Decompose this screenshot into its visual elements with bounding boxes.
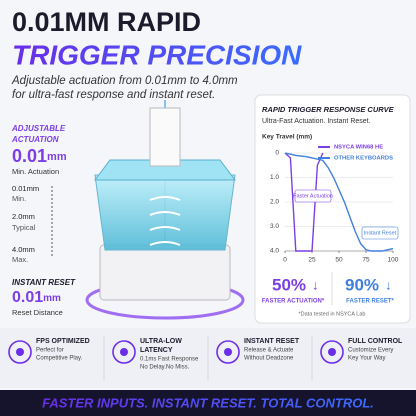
chart-title: RAPID TRIGGER RESPONSE CURVE xyxy=(262,105,395,114)
feature-title: ULTRA-LOW xyxy=(140,338,182,345)
caption: Reset Distance xyxy=(12,308,63,317)
switch-illustration xyxy=(85,100,245,320)
arrow: ↓ xyxy=(312,277,319,292)
y-tick-label: 3.0 xyxy=(270,223,279,230)
annotation-box xyxy=(294,189,332,203)
title-line1: 0.01MM RAPID xyxy=(12,7,201,37)
label: ACTUATION xyxy=(11,135,59,144)
x-tick-label: 75 xyxy=(362,257,370,264)
annotation: Instant Reset xyxy=(364,230,397,236)
subtitle: Adjustable actuation from 0.01mm to 4.0m… xyxy=(11,75,238,87)
stat-value: 50% xyxy=(272,275,306,294)
x-tick-label: 0 xyxy=(283,257,287,264)
feature-icon-dot xyxy=(120,348,128,356)
x-tick-label: 25 xyxy=(308,257,316,264)
feature-title: FULL CONTROL xyxy=(348,338,403,345)
y-tick-label: 4.0 xyxy=(270,248,279,255)
feature: ULTRA-LOW LATENCY 0.1ms Fast Response No De… xyxy=(112,338,199,371)
chart-panel xyxy=(254,94,411,324)
series-line xyxy=(284,152,394,252)
chart-subtitle: Ultra-Fast Actuation. Instant Reset. xyxy=(262,118,371,125)
label: ADJUSTABLE xyxy=(11,124,66,133)
feature: FPS OPTIMIZED Perfect for Competitive Play… xyxy=(8,338,90,364)
y-tick-label: 0 xyxy=(275,150,279,157)
feature-icon-dot xyxy=(16,348,24,356)
annotation-box xyxy=(361,226,399,240)
y-axis-label: Key Travel (mm) xyxy=(262,134,312,141)
feature-icon xyxy=(216,340,240,364)
legend-label: NSYCA WIN68 HE xyxy=(334,145,383,151)
annotation: Faster Actuation xyxy=(293,193,333,199)
title-line2: TRIGGER PRECISION xyxy=(12,39,302,70)
feature-desc: Perfect for xyxy=(36,348,64,354)
feature-desc: No Delay.No Miss. xyxy=(140,365,190,371)
x-tick-label: 50 xyxy=(335,257,343,264)
feature-desc: Without Deadzone xyxy=(244,356,294,362)
big-value: 0.01mm xyxy=(12,146,67,166)
footer-band xyxy=(0,390,416,416)
feature-desc: 0.1ms Fast Response xyxy=(140,357,199,363)
caption: Min. Actuation xyxy=(12,167,59,176)
footer: FASTER INPUTS. INSTANT RESET. TOTAL CONT… xyxy=(42,395,374,410)
label: INSTANT RESET xyxy=(12,278,76,287)
feature: INSTANT RESET Release & Actuate Without De… xyxy=(216,338,300,364)
legend-label: OTHER KEYBOARDS xyxy=(334,156,393,162)
feature-icon xyxy=(8,340,32,364)
unit: mm xyxy=(47,151,67,163)
feature-icon xyxy=(320,340,344,364)
big-value: 0.01mm xyxy=(12,289,61,306)
scale: 0.01mm Min. 2.0mm Typical 4.0mm Max. xyxy=(12,184,39,264)
feature-desc: Customize Every xyxy=(348,348,393,354)
scale-caption: Max. xyxy=(12,255,28,264)
switch-base xyxy=(99,244,231,301)
feature-icon xyxy=(112,340,136,364)
x-tick-label: 100 xyxy=(388,257,399,264)
scale-caption: Typical xyxy=(12,223,36,232)
stat-note: *Data tested in NSYCA Lab xyxy=(299,311,366,317)
subtitle: for ultra-fast response and instant rese… xyxy=(12,89,215,101)
features: FPS OPTIMIZED Perfect for Competitive Play… xyxy=(8,336,403,380)
value: 0.01 xyxy=(12,289,43,306)
scale-caption: Min. xyxy=(12,194,26,203)
feature-title: LATENCY xyxy=(140,347,173,354)
series-line xyxy=(284,152,324,252)
spring xyxy=(149,196,181,246)
y-tick-label: 1.0 xyxy=(270,174,279,181)
arrow: ↓ xyxy=(385,277,392,292)
value: 0.01 xyxy=(12,146,47,166)
stem xyxy=(149,107,181,167)
feature-icon-dot xyxy=(328,348,336,356)
chart: RAPID TRIGGER RESPONSE CURVE Ultra-Fast A… xyxy=(262,105,399,264)
feature-icon-dot xyxy=(224,348,232,356)
feature-title: INSTANT RESET xyxy=(244,338,300,345)
feature-desc: Release & Actuate xyxy=(244,348,294,354)
scale-value: 2.0mm xyxy=(12,212,35,221)
y-tick-label: 2.0 xyxy=(270,199,279,206)
scale-value: 4.0mm xyxy=(12,245,35,254)
stat-label: FASTER ACTUATION* xyxy=(262,299,325,305)
feature: FULL CONTROL Customize Every Key Your Way xyxy=(320,338,403,364)
stat-value: 90% xyxy=(345,275,379,294)
feature-title: FPS OPTIMIZED xyxy=(36,338,90,345)
scale-value: 0.01mm xyxy=(12,184,39,193)
stat-label: FASTER RESET* xyxy=(346,299,394,305)
housing-top xyxy=(94,159,236,181)
unit: mm xyxy=(43,293,61,304)
feature-desc: Key Your Way xyxy=(348,356,385,362)
feature-desc: Competitive Play. xyxy=(36,356,83,362)
